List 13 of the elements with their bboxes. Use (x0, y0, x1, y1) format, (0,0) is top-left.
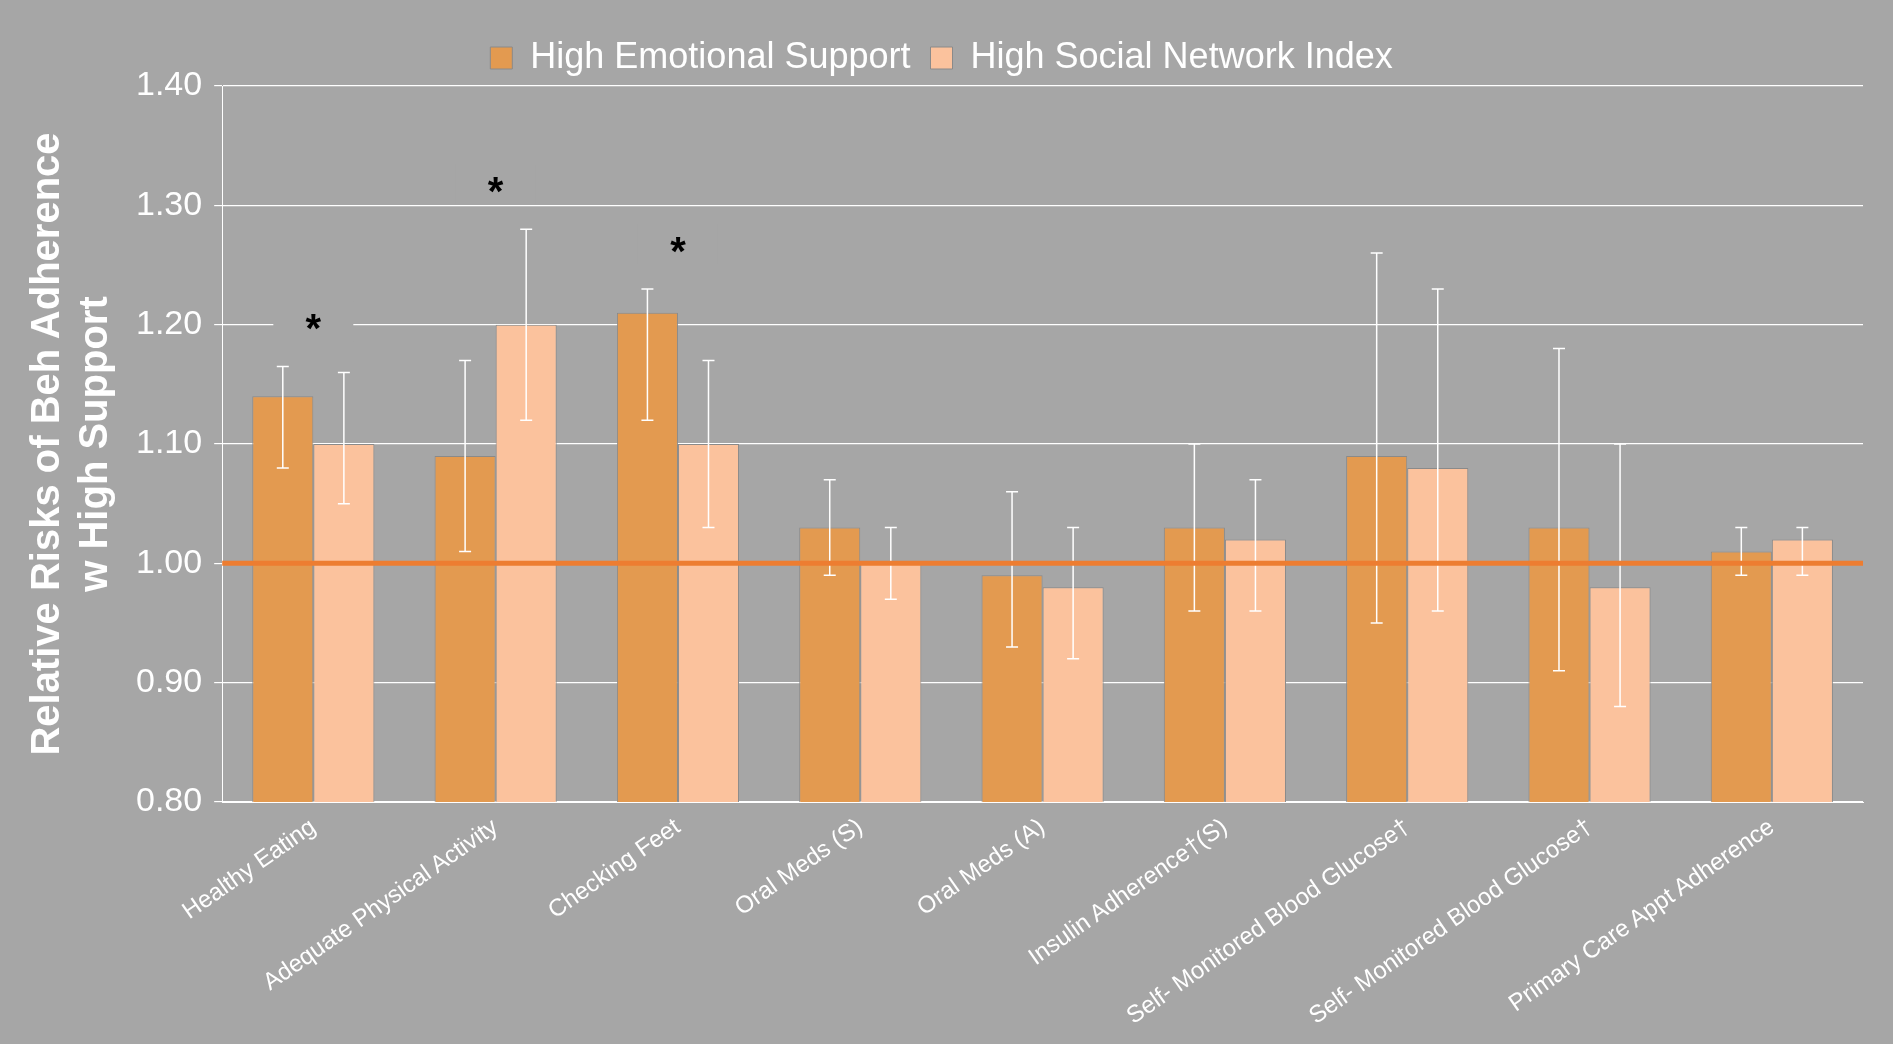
y-tick-label: 0.80 (135, 780, 203, 819)
y-tick-label: 1.30 (135, 183, 203, 222)
y-tick-label: 1.40 (135, 64, 203, 103)
y-tick-label: 0.90 (135, 661, 203, 700)
y-tick-label: 1.00 (135, 541, 203, 580)
annotation: * (670, 228, 687, 273)
y-tick-label: 1.20 (135, 303, 203, 342)
annotation: * (305, 306, 322, 351)
y-tick-label: 1.10 (135, 422, 203, 461)
annotation: * (487, 169, 504, 214)
y-axis-title: Relative Risks of Beh Adherence w High Support (23, 132, 116, 756)
legend-label: High Emotional Support (530, 34, 911, 76)
legend-label: High Social Network Index (970, 34, 1393, 76)
